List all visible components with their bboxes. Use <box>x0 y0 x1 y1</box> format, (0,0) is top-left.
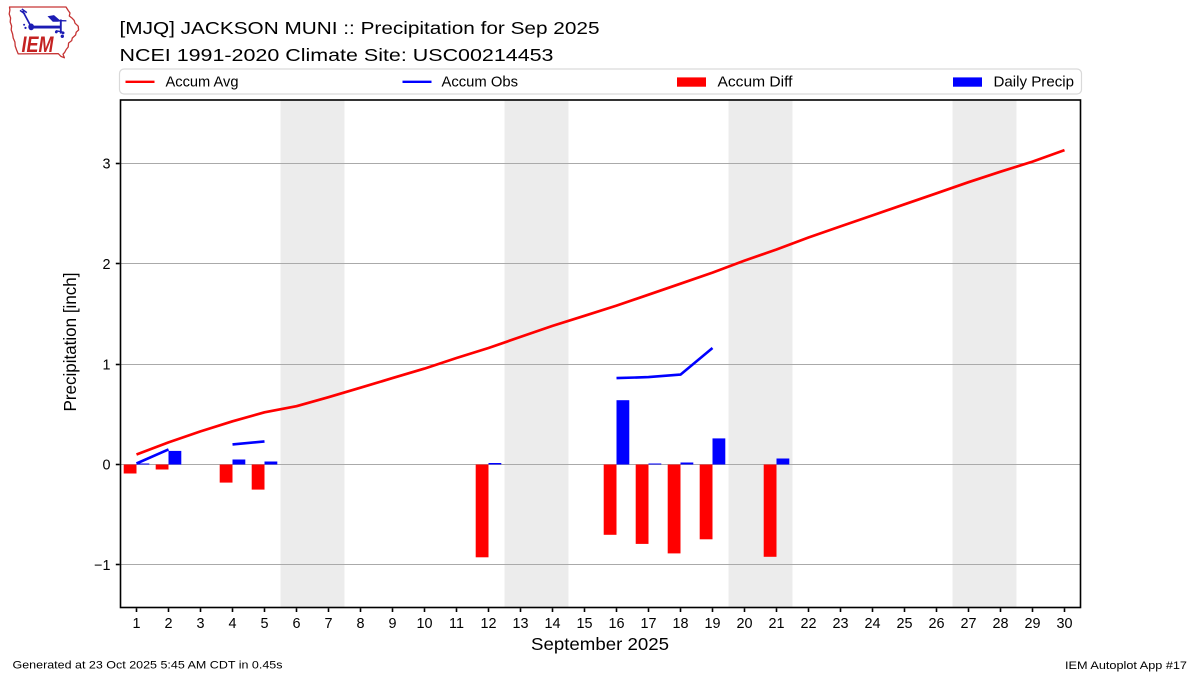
svg-text:Accum Obs: Accum Obs <box>442 75 519 91</box>
svg-text:3: 3 <box>102 156 110 172</box>
svg-text:11: 11 <box>449 616 464 632</box>
svg-text:IEM: IEM <box>22 32 55 57</box>
svg-text:2: 2 <box>102 257 110 273</box>
svg-text:0: 0 <box>102 458 110 474</box>
svg-text:Precipitation [inch]: Precipitation [inch] <box>60 273 80 412</box>
svg-text:17: 17 <box>640 616 656 632</box>
svg-text:14: 14 <box>544 616 560 632</box>
svg-text:10: 10 <box>416 616 432 632</box>
svg-text:22: 22 <box>800 616 816 632</box>
svg-text:16: 16 <box>608 616 624 632</box>
svg-text:21: 21 <box>768 616 784 632</box>
svg-text:2: 2 <box>164 616 172 632</box>
svg-text:12: 12 <box>480 616 496 632</box>
svg-text:18: 18 <box>672 616 688 632</box>
svg-text:20: 20 <box>736 616 752 632</box>
svg-text:[MJQ] JACKSON MUNI :: Precipit: [MJQ] JACKSON MUNI :: Precipitation for … <box>120 18 600 38</box>
svg-text:3: 3 <box>196 616 204 632</box>
svg-text:9: 9 <box>388 616 396 632</box>
svg-text:7: 7 <box>324 616 332 632</box>
svg-text:1: 1 <box>102 357 110 373</box>
svg-text:13: 13 <box>512 616 528 632</box>
svg-text:24: 24 <box>864 616 880 632</box>
svg-text:26: 26 <box>928 616 944 632</box>
svg-text:−1: −1 <box>94 558 110 574</box>
svg-text:Accum Diff: Accum Diff <box>718 75 794 91</box>
svg-text:19: 19 <box>704 616 720 632</box>
svg-text:NCEI 1991-2020 Climate Site: U: NCEI 1991-2020 Climate Site: USC00214453 <box>120 45 554 65</box>
svg-text:Daily Precip: Daily Precip <box>994 75 1075 91</box>
svg-text:8: 8 <box>356 616 364 632</box>
svg-text:23: 23 <box>832 616 848 632</box>
svg-text:1: 1 <box>132 616 140 632</box>
svg-text:IEM Autoplot App #17: IEM Autoplot App #17 <box>1065 660 1187 672</box>
svg-text:Generated at 23 Oct 2025 5:45: Generated at 23 Oct 2025 5:45 AM CDT in … <box>13 659 284 671</box>
svg-text:4: 4 <box>228 616 236 632</box>
svg-text:25: 25 <box>896 616 912 632</box>
svg-text:27: 27 <box>960 616 976 632</box>
svg-text:Accum Avg: Accum Avg <box>166 75 239 91</box>
svg-text:28: 28 <box>992 616 1008 632</box>
svg-text:5: 5 <box>260 616 268 632</box>
svg-text:29: 29 <box>1024 616 1040 632</box>
svg-text:15: 15 <box>576 616 592 632</box>
svg-text:September 2025: September 2025 <box>531 634 669 654</box>
svg-text:6: 6 <box>292 616 300 632</box>
svg-text:30: 30 <box>1056 616 1072 632</box>
